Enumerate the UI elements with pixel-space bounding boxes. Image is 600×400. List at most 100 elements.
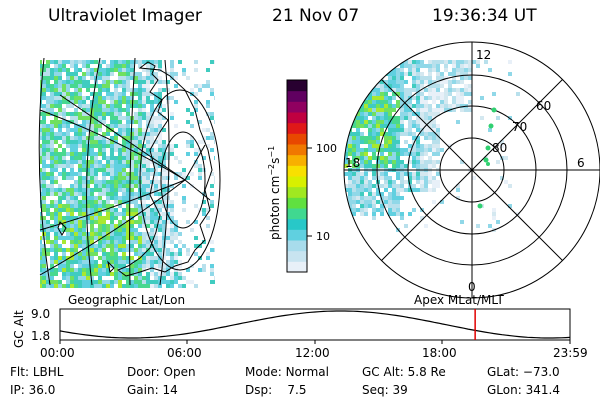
polar-image-pixel	[384, 96, 388, 100]
left-image-pixel	[154, 120, 158, 124]
polar-image-pixel	[460, 100, 464, 104]
left-image-pixel	[114, 216, 118, 220]
left-image-pixel	[62, 268, 66, 272]
left-image-pixel	[62, 196, 66, 200]
left-image-pixel	[40, 244, 42, 248]
polar-image-pixel	[444, 60, 448, 64]
left-image-pixel	[90, 196, 94, 200]
polar-image-pixel	[368, 200, 372, 204]
polar-image-pixel	[380, 176, 384, 180]
polar-image-pixel	[352, 120, 356, 124]
left-image-pixel	[40, 124, 42, 128]
left-image-pixel	[62, 116, 66, 120]
left-image-pixel	[106, 68, 110, 72]
left-image-pixel	[46, 276, 50, 280]
orbit-x-tick-label-1: 06:00	[167, 346, 202, 360]
polar-image-pixel	[432, 120, 436, 124]
polar-image-pixel	[368, 156, 372, 160]
left-image-pixel	[54, 156, 58, 160]
left-image-pixel	[78, 272, 82, 276]
polar-image-pixel	[424, 108, 428, 112]
left-image-pixel	[162, 236, 166, 240]
left-image-pixel	[74, 240, 78, 244]
left-image-pixel	[42, 272, 46, 276]
polar-image-pixel	[424, 172, 428, 176]
polar-image-pixel	[396, 128, 400, 132]
polar-image-pixel	[424, 148, 428, 152]
left-image-pixel	[42, 244, 46, 248]
polar-image-pixel	[388, 80, 392, 84]
polar-image-pixel	[380, 64, 384, 68]
left-image-pixel	[134, 212, 138, 216]
left-image-pixel	[110, 136, 114, 140]
polar-image-pixel	[384, 116, 388, 120]
left-image-pixel	[78, 264, 82, 268]
left-image-pixel	[106, 240, 110, 244]
left-image-pixel	[66, 96, 70, 100]
polar-image-pixel	[392, 192, 396, 196]
orbit-plot: GC Alt 9.0 1.8	[12, 307, 571, 348]
left-image-pixel	[202, 84, 206, 88]
left-image-pixel	[166, 240, 170, 244]
polar-image-pixel	[384, 200, 388, 204]
left-image-pixel	[114, 248, 118, 252]
polar-image-pixel	[344, 60, 348, 64]
polar-image-pixel	[468, 108, 472, 112]
polar-image-pixel	[460, 220, 464, 224]
left-image-pixel	[50, 132, 54, 136]
left-image-pixel	[154, 168, 158, 172]
left-image-pixel	[118, 164, 122, 168]
left-image-pixel	[50, 256, 54, 260]
left-image-pixel	[146, 188, 150, 192]
left-image-pixel	[86, 160, 90, 164]
left-image-pixel	[126, 236, 130, 240]
left-image-pixel	[42, 152, 46, 156]
polar-image-pixel	[388, 84, 392, 88]
polar-image-pixel	[364, 68, 368, 72]
left-image-pixel	[66, 204, 70, 208]
polar-image-pixel	[372, 208, 376, 212]
left-image-pixel	[114, 240, 118, 244]
left-image-pixel	[82, 184, 86, 188]
left-image-pixel	[98, 108, 102, 112]
left-image-pixel	[94, 144, 98, 148]
left-image-pixel	[40, 276, 42, 280]
polar-image-pixel	[348, 160, 352, 164]
left-image-pixel	[94, 264, 98, 268]
left-image-pixel	[134, 172, 138, 176]
left-image-pixel	[150, 148, 154, 152]
left-image-pixel	[170, 116, 174, 120]
left-image-pixel	[126, 116, 130, 120]
left-image-pixel	[54, 180, 58, 184]
left-image-pixel	[134, 80, 138, 84]
left-image-pixel	[186, 248, 190, 252]
polar-image-pixel	[412, 88, 416, 92]
left-image-pixel	[154, 132, 158, 136]
left-image-pixel	[162, 156, 166, 160]
left-image-pixel	[66, 268, 70, 272]
polar-image-pixel	[356, 200, 360, 204]
polar-image-pixel	[396, 104, 400, 108]
left-image-pixel	[146, 136, 150, 140]
left-image-pixel	[46, 88, 50, 92]
left-image-pixel	[50, 144, 54, 148]
left-image-pixel	[118, 60, 122, 64]
left-image-pixel	[78, 96, 82, 100]
polar-image-pixel	[364, 136, 368, 140]
left-image-pixel	[178, 272, 182, 276]
left-image-pixel	[102, 248, 106, 252]
left-image-pixel	[66, 136, 70, 140]
left-image-pixel	[150, 64, 154, 68]
left-image-pixel	[50, 88, 54, 92]
left-image-pixel	[122, 184, 126, 188]
left-image-pixel	[198, 164, 202, 168]
left-image-pixel	[86, 284, 90, 288]
polar-image-pixel	[392, 72, 396, 76]
polar-image-pixel	[380, 72, 384, 76]
polar-image-pixel	[408, 116, 412, 120]
polar-image-pixel	[420, 176, 424, 180]
left-image-pixel	[110, 124, 114, 128]
left-image-pixel	[46, 140, 50, 144]
left-image-pixel	[142, 180, 146, 184]
polar-image-pixel	[408, 172, 412, 176]
